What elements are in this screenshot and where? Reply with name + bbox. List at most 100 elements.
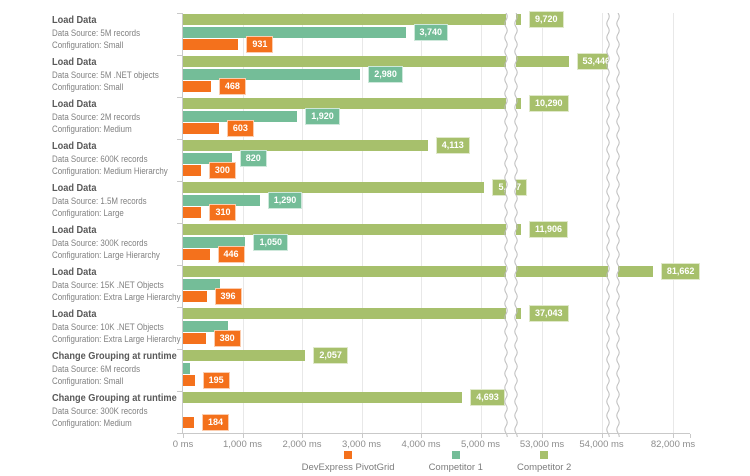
- category-configuration: Configuration: Medium Hierarchy: [52, 166, 168, 176]
- bar-devexpress-pivotgrid: [183, 375, 195, 386]
- bar-devexpress-pivotgrid: [183, 165, 201, 176]
- bar-value-badge: 4,113: [435, 137, 470, 154]
- legend-label: Competitor 1: [428, 462, 483, 473]
- category-data-source: Data Source: 1.5M records: [52, 196, 147, 206]
- category-axis-tick: [177, 433, 182, 434]
- bar-competitor-2: [183, 224, 521, 235]
- bar-value-badge: 184: [201, 414, 229, 431]
- value-axis-end-tick: [690, 434, 691, 438]
- bar-competitor-1: [183, 68, 361, 80]
- bar-devexpress-pivotgrid: [183, 39, 239, 50]
- value-axis-tick: [361, 434, 363, 438]
- category-axis-tick: [177, 349, 182, 350]
- legend-label: DevExpress PivotGrid: [301, 462, 395, 473]
- category-configuration: Configuration: Extra Large Hierarchy: [52, 334, 181, 344]
- category-axis-tick: [177, 55, 182, 56]
- category-axis-tick: [177, 391, 182, 392]
- category-axis-tick: [177, 13, 182, 14]
- category-title: Load Data: [52, 141, 97, 152]
- legend-item: DevExpress PivotGrid: [302, 451, 395, 473]
- category-data-source: Data Source: 600K records: [52, 154, 148, 164]
- bar-devexpress-pivotgrid: [183, 249, 210, 260]
- category-data-source: Data Source: 10K .NET Objects: [52, 322, 164, 332]
- value-axis-tick: [183, 434, 184, 438]
- value-axis-tick: [302, 434, 303, 438]
- bar-competitor-2: [183, 266, 653, 277]
- bar-value-badge: 446: [217, 246, 245, 263]
- bar-competitor-2: [183, 350, 306, 361]
- bar-value-badge: 81,662: [660, 263, 701, 280]
- bar-value-badge: 1,290: [267, 191, 303, 209]
- x-axis-tick-label: 53,000 ms: [519, 439, 565, 450]
- bar-value-badge: 195: [202, 372, 230, 389]
- category-data-source: Data Source: 5M .NET objects: [52, 70, 159, 80]
- x-axis-tick-label: 3,000 ms: [341, 439, 382, 450]
- bar-competitor-1: [183, 110, 298, 122]
- bar-competitor-2: [183, 392, 463, 403]
- category-configuration: Configuration: Medium: [52, 124, 132, 134]
- gridline: [480, 13, 482, 433]
- category-title: Load Data: [52, 183, 97, 194]
- category-axis-tick: [177, 97, 182, 98]
- category-label-group: Load Data Data Source: 10K .NET Objects Co…: [52, 308, 198, 345]
- legend-swatch-devexpress-pivotgrid: [344, 451, 353, 459]
- bar-competitor-1: [183, 26, 406, 38]
- category-title: Change Grouping at runtime: [52, 351, 177, 362]
- legend-swatch-competitor-2: [540, 451, 549, 459]
- category-data-source: Data Source: 300K records: [52, 406, 148, 416]
- bar-value-badge: 4,693: [470, 389, 505, 406]
- bar-devexpress-pivotgrid: [183, 123, 219, 134]
- bar-devexpress-pivotgrid: [183, 81, 211, 92]
- x-axis-tick-label: 0 ms: [172, 439, 194, 450]
- bar-competitor-1: [183, 320, 229, 332]
- bar-value-badge: 310: [209, 204, 237, 221]
- bar-value-badge: 9,720: [529, 11, 564, 28]
- gridline: [673, 13, 674, 433]
- category-axis-tick: [177, 139, 182, 140]
- category-label-group: Load Data Data Source: 1.5M records Config…: [52, 182, 160, 219]
- bar-value-badge: 396: [214, 288, 242, 305]
- value-axis-tick: [673, 434, 674, 438]
- category-data-source: Data Source: 15K .NET Objects: [52, 280, 164, 290]
- bar-devexpress-pivotgrid: [183, 417, 194, 428]
- category-configuration: Configuration: Large: [52, 208, 124, 218]
- category-label-group: Load Data Data Source: 5M records Configur…: [52, 14, 152, 51]
- value-axis-line: [182, 433, 690, 434]
- gridline: [421, 13, 422, 433]
- category-label-group: Load Data Data Source: 2M records Configur…: [52, 98, 152, 135]
- category-title: Load Data: [52, 225, 97, 236]
- category-configuration: Configuration: Medium: [52, 418, 132, 428]
- bar-competitor-1: [183, 236, 246, 248]
- bar-competitor-1: [183, 194, 260, 206]
- bar-competitor-2: [183, 14, 521, 25]
- bar-competitor-1: [183, 152, 232, 164]
- bar-value-badge: 3,740: [413, 23, 449, 41]
- category-data-source: Data Source: 6M records: [52, 364, 141, 374]
- category-configuration: Configuration: Small: [52, 40, 124, 50]
- bar-competitor-1: [183, 362, 191, 374]
- value-axis-tick: [242, 434, 244, 438]
- bar-value-badge: 37,043: [529, 305, 569, 322]
- bar-value-badge: 603: [226, 120, 254, 137]
- legend-item: Competitor 2: [517, 451, 571, 473]
- category-configuration: Configuration: Small: [52, 376, 124, 386]
- chart-legend: DevExpress PivotGrid Competitor 1 Competit…: [183, 451, 690, 473]
- bar-value-badge: 10,290: [529, 95, 569, 112]
- gridline: [242, 13, 244, 433]
- category-title: Load Data: [52, 309, 97, 320]
- category-title: Change Grouping at runtime: [52, 393, 177, 404]
- category-title: Load Data: [52, 267, 97, 278]
- legend-label: Competitor 2: [516, 462, 572, 473]
- category-axis-tick: [177, 265, 182, 266]
- category-axis-line: [182, 13, 183, 433]
- bar-devexpress-pivotgrid: [183, 333, 206, 344]
- category-title: Load Data: [52, 99, 97, 110]
- category-data-source: Data Source: 2M records: [52, 112, 141, 122]
- bar-competitor-1: [183, 278, 220, 290]
- bar-value-badge: 300: [208, 162, 236, 179]
- bar-value-badge: 1,050: [253, 233, 288, 251]
- category-configuration: Configuration: Large Hierarchy: [52, 250, 160, 260]
- bar-value-badge: 380: [213, 330, 241, 347]
- bar-value-badge: 468: [218, 78, 246, 95]
